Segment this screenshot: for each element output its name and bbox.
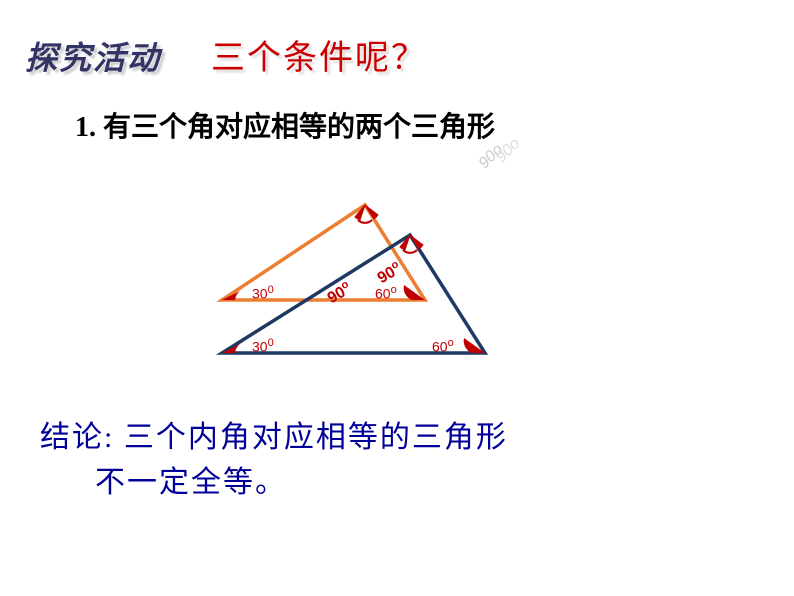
conclusion-line1: 结论: 三个内角对应相等的三角形 [40, 415, 508, 460]
conclusion-line2: 不一定全等。 [40, 460, 508, 505]
activity-title: 探究活动 [25, 33, 161, 79]
angle-arc [403, 250, 417, 253]
angle-label-30: 300 [252, 284, 274, 302]
triangle-diagram: 300 60o 90o 90o 300 60o [180, 155, 580, 405]
angle-label-60: 60o [432, 337, 454, 355]
angle-label-30: 300 [252, 337, 274, 355]
conclusion: 结论: 三个内角对应相等的三角形 不一定全等。 [40, 415, 508, 505]
angle-arc [358, 220, 372, 223]
subtitle: 1. 有三个角对应相等的两个三角形 [75, 105, 495, 145]
question-title: 三个条件呢？ [211, 30, 427, 79]
